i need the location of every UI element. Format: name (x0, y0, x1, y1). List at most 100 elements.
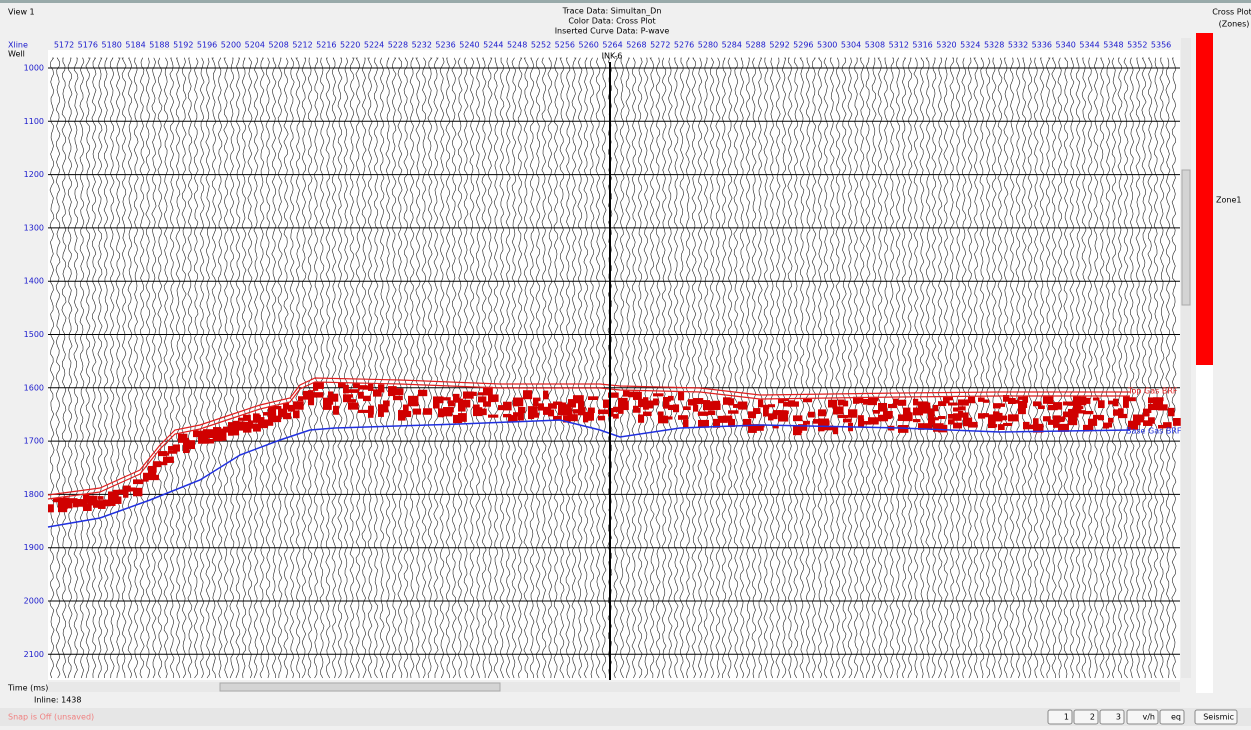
zone-cell (948, 402, 957, 405)
zone-cell (1158, 404, 1168, 410)
zone-cell (1038, 405, 1045, 409)
time-tick-label: 1500 (24, 330, 44, 339)
xline-tick-label: 5208 (268, 41, 288, 50)
status-text: Snap is Off (unsaved) (8, 713, 94, 722)
zone-cell (148, 471, 156, 479)
zone-cell (1098, 415, 1104, 420)
zone-cell (483, 401, 491, 406)
zone-cell (443, 397, 451, 400)
zone-cell (518, 412, 524, 420)
zone-cell (58, 509, 67, 512)
button-label[interactable]: 2 (1090, 713, 1095, 722)
xline-tick-label: 5276 (674, 41, 694, 50)
zone-cell (768, 404, 775, 407)
button-label[interactable]: v/h (1143, 713, 1156, 722)
zone-cell (113, 495, 119, 503)
zone-cell (953, 423, 962, 429)
button-label[interactable]: 1 (1064, 713, 1069, 722)
zone-cell (803, 421, 810, 425)
zone-cell (393, 396, 403, 400)
zone-cell (363, 396, 371, 401)
zone-cell (758, 427, 764, 430)
zone-cell (843, 401, 848, 407)
zone-cell (283, 413, 291, 419)
zone-cell (1053, 402, 1062, 410)
zone-cell (123, 490, 128, 497)
zone-cell (698, 412, 708, 416)
zone-cell (1088, 419, 1097, 426)
zone-cell (1008, 414, 1019, 421)
zone-cell (383, 400, 390, 406)
zone-cell (98, 496, 104, 500)
well-name: INK-6 (602, 52, 623, 61)
zone-cell (368, 412, 373, 418)
zone-cell (943, 397, 953, 400)
zone-cell (343, 385, 349, 394)
zone-cell (1083, 398, 1090, 404)
zone-cell (418, 390, 427, 396)
zone-cell (998, 416, 1007, 421)
button-label[interactable]: Seismic (1203, 713, 1234, 722)
zone-cell (143, 473, 149, 482)
zone-cell (558, 405, 563, 413)
time-tick-label: 1900 (24, 543, 44, 552)
zone-cell (333, 406, 339, 415)
xline-tick-label: 5184 (125, 41, 145, 50)
xline-tick-label: 5172 (54, 41, 74, 50)
scroll-thumb[interactable] (1182, 170, 1190, 305)
zone-cell (1018, 397, 1023, 400)
zone-cell (833, 406, 844, 414)
zone-cell (808, 412, 815, 418)
xline-tick-label: 5344 (1079, 41, 1099, 50)
zone-cell (843, 419, 852, 423)
time-tick-label: 1000 (24, 64, 44, 73)
xline-tick-label: 5340 (1056, 41, 1076, 50)
header-line: Color Data: Cross Plot (568, 17, 655, 26)
horizon-label: Top Gas BRF (1127, 387, 1178, 396)
zone-cell (183, 440, 189, 449)
zone-cell (1058, 418, 1064, 422)
xline-tick-label: 5232 (412, 41, 432, 50)
zone-cell (468, 392, 477, 396)
xline-tick-label: 5192 (173, 41, 193, 50)
zone-cell (488, 415, 498, 418)
xline-tick-label: 5284 (722, 41, 742, 50)
zone-cell (348, 403, 359, 410)
zone-cell (763, 409, 769, 417)
scroll-thumb[interactable] (220, 683, 500, 691)
zone-cell (458, 399, 463, 407)
zone-cell (933, 405, 938, 411)
zone-cell (683, 420, 688, 428)
xline-tick-label: 5236 (435, 41, 455, 50)
zone-cell (133, 488, 142, 496)
zone-swatch (1196, 33, 1213, 365)
xline-tick-label: 5256 (555, 41, 575, 50)
zone-cell (588, 408, 595, 413)
xline-tick-label: 5328 (984, 41, 1004, 50)
view-title: View 1 (8, 8, 35, 17)
button-label[interactable]: eq (1171, 713, 1181, 722)
zone-cell (413, 402, 419, 406)
button-label[interactable]: 3 (1116, 713, 1121, 722)
zone-cell (1083, 411, 1093, 414)
zone-cell (313, 384, 318, 391)
zone-cell (1048, 420, 1053, 425)
zone-cell (1103, 423, 1112, 428)
zone-cell (598, 416, 605, 421)
zone-cell (108, 491, 114, 500)
zone-cell (378, 384, 384, 392)
top-border (0, 0, 1251, 3)
zone-cell (403, 405, 409, 412)
zone-cell (793, 415, 802, 421)
horizontal-scrollbar[interactable] (48, 682, 1180, 692)
zone-cell (673, 404, 679, 412)
xline-tick-label: 5228 (388, 41, 408, 50)
zone-cell (848, 409, 857, 417)
zone-cell (858, 415, 864, 422)
vertical-scrollbar[interactable] (1181, 38, 1191, 678)
xline-tick-label: 5356 (1151, 41, 1171, 50)
legend-subtitle: (Zones) (1219, 20, 1250, 29)
zone-cell (903, 412, 913, 421)
zone-cell (1018, 407, 1026, 414)
time-tick-label: 1200 (24, 170, 44, 179)
